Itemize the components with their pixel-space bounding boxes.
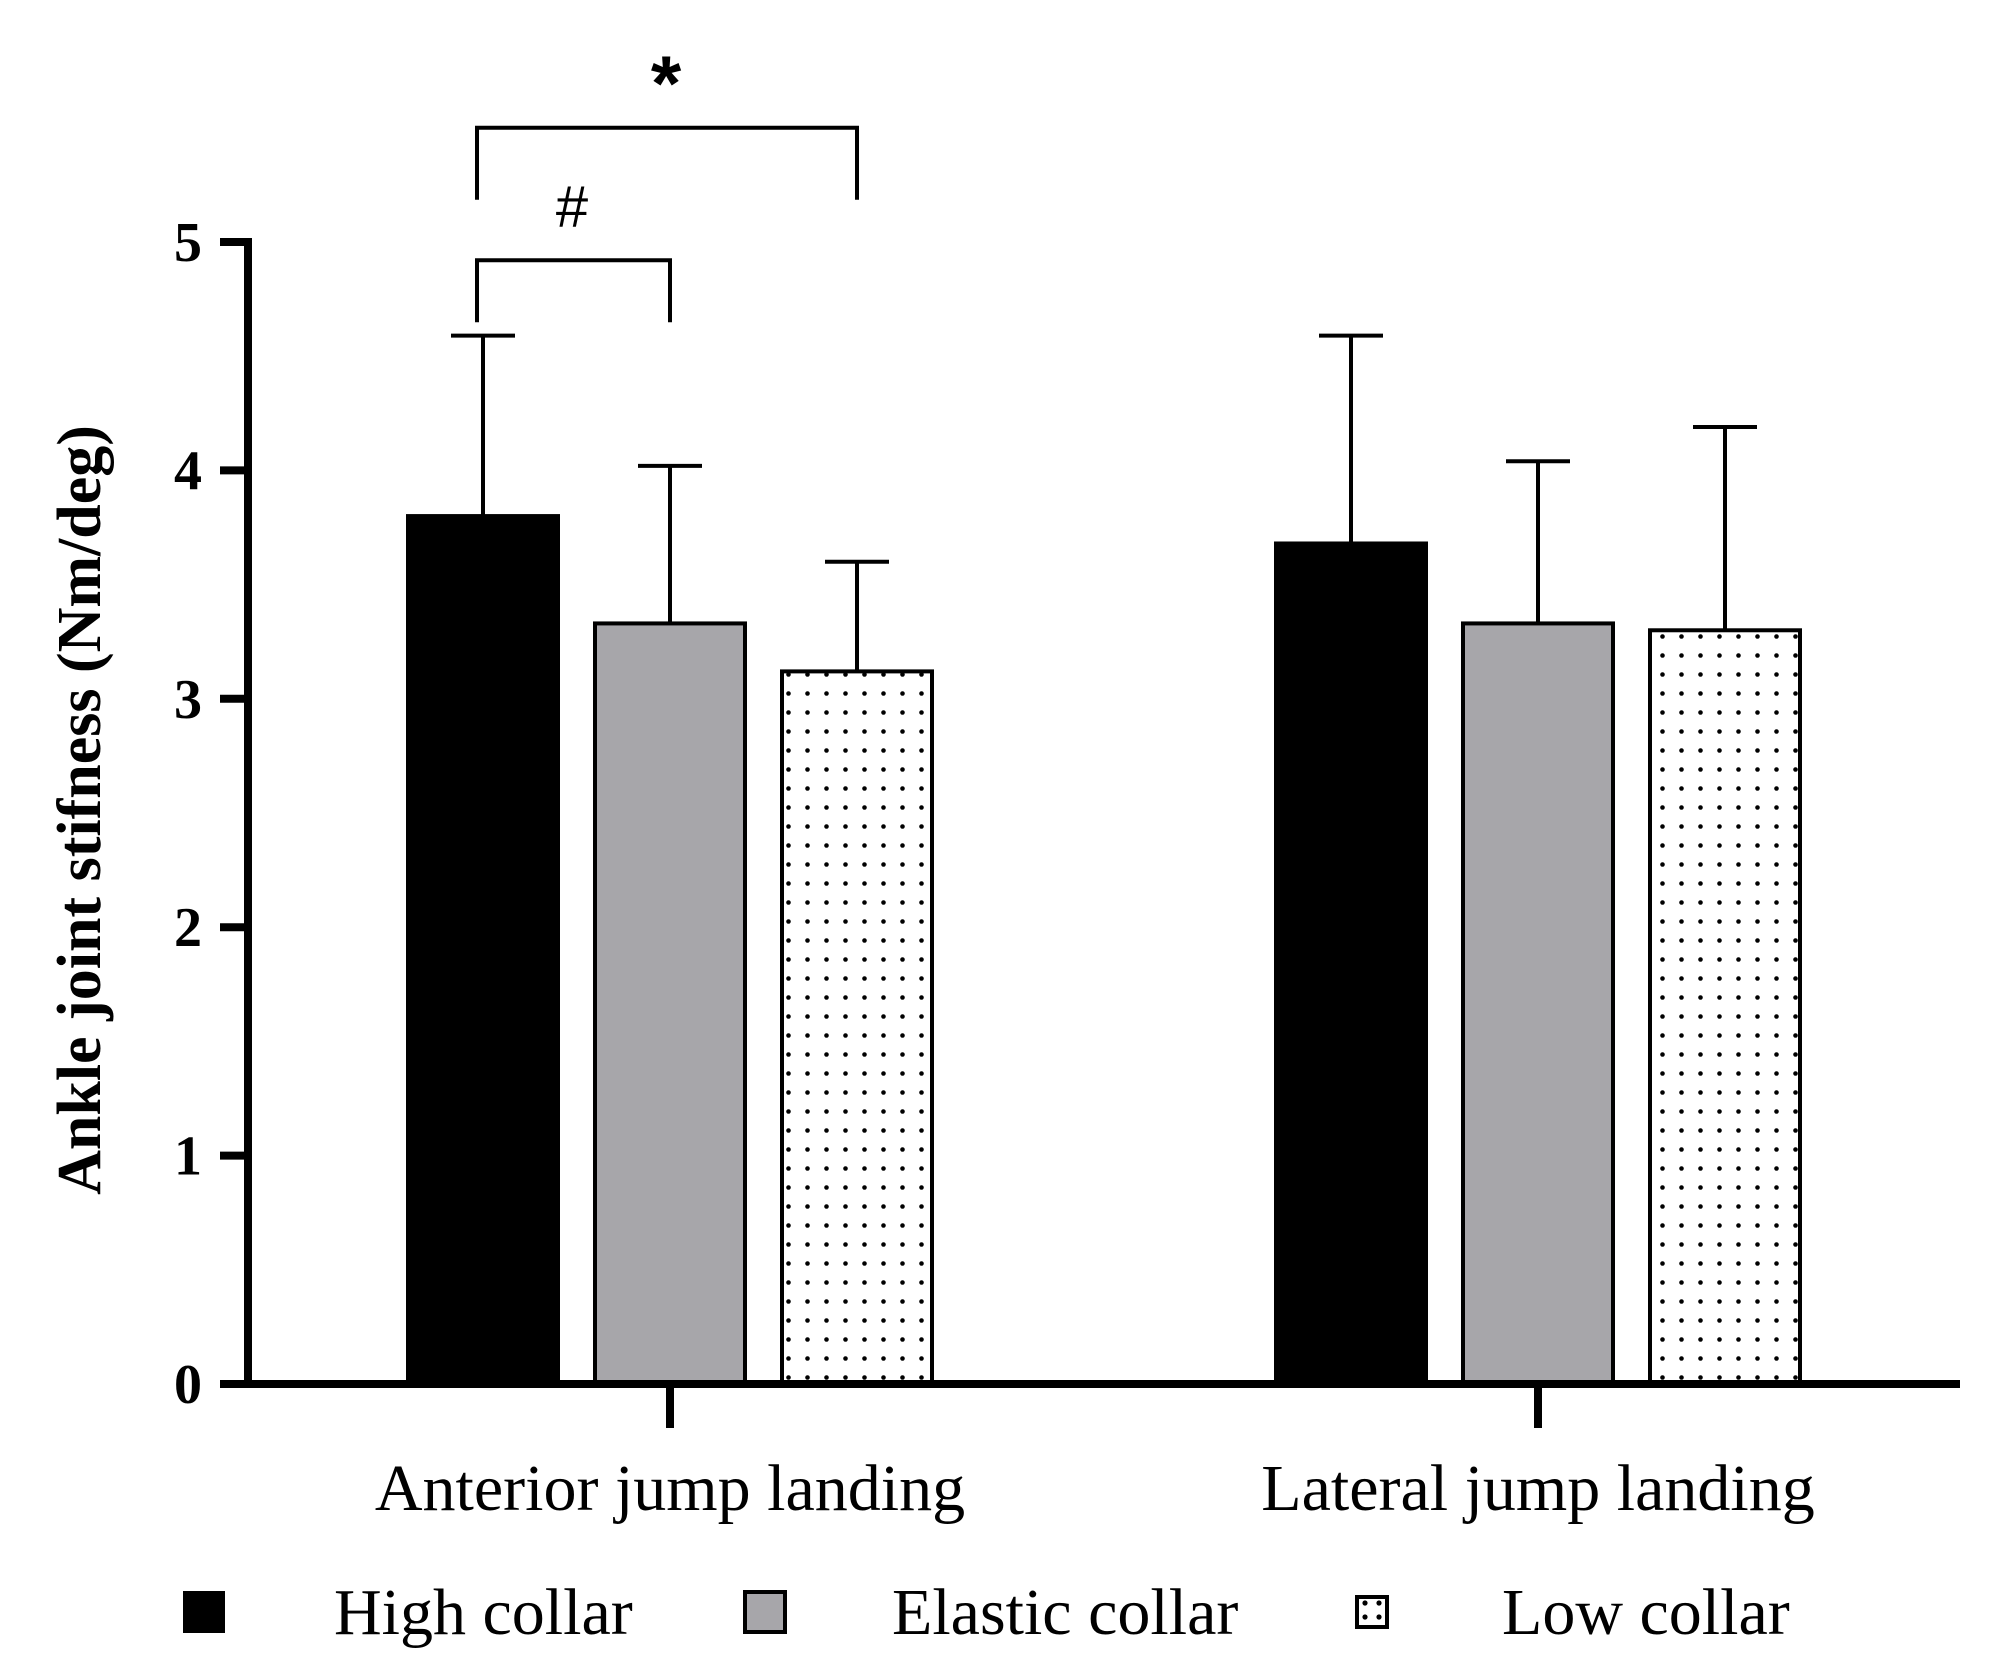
y-tick-label: 2 [174,897,202,959]
y-tick-label: 3 [174,669,202,731]
legend-label: High collar [334,1576,633,1649]
axes [244,238,1960,1428]
y-tick-label: 5 [174,212,202,274]
x-axis-labels: Anterior jump landing Lateral jump landin… [375,1452,1815,1525]
significance-bracket [475,125,859,200]
bar-high-collar-anterior [406,514,560,1386]
error-bars [451,333,1757,672]
bar-elastic-collar-lateral [1461,621,1615,1386]
significance-hash-label: # [556,174,588,239]
legend-swatch-high-collar [183,1591,225,1633]
y-axis-title: Ankle joint stifness (Nm/deg) [46,425,114,1195]
x-category-label: Lateral jump landing [1261,1452,1815,1525]
bar-elastic-collar-anterior [593,621,747,1386]
legend-swatch-low-collar [1355,1595,1389,1629]
legend-label: Elastic collar [892,1576,1238,1649]
significance-brackets: *# [475,39,859,323]
y-tick-label: 0 [174,1354,202,1416]
significance-star-label: * [651,39,682,127]
bar-low-collar-lateral [1648,628,1802,1386]
legend-label: Low collar [1502,1576,1790,1649]
y-axis-ticks: 0 1 2 3 4 5 [174,212,248,1416]
bar-series [406,514,1802,1386]
x-category-label: Anterior jump landing [375,1452,965,1525]
legend-swatch-elastic-collar [743,1590,787,1634]
y-tick-label: 4 [174,440,202,502]
bar-high-collar-lateral [1274,541,1428,1386]
bar-low-collar-anterior [780,669,934,1386]
legend: High collar Elastic collar Low collar [183,1576,1790,1649]
y-tick-label: 1 [174,1126,202,1188]
significance-bracket [475,258,672,323]
